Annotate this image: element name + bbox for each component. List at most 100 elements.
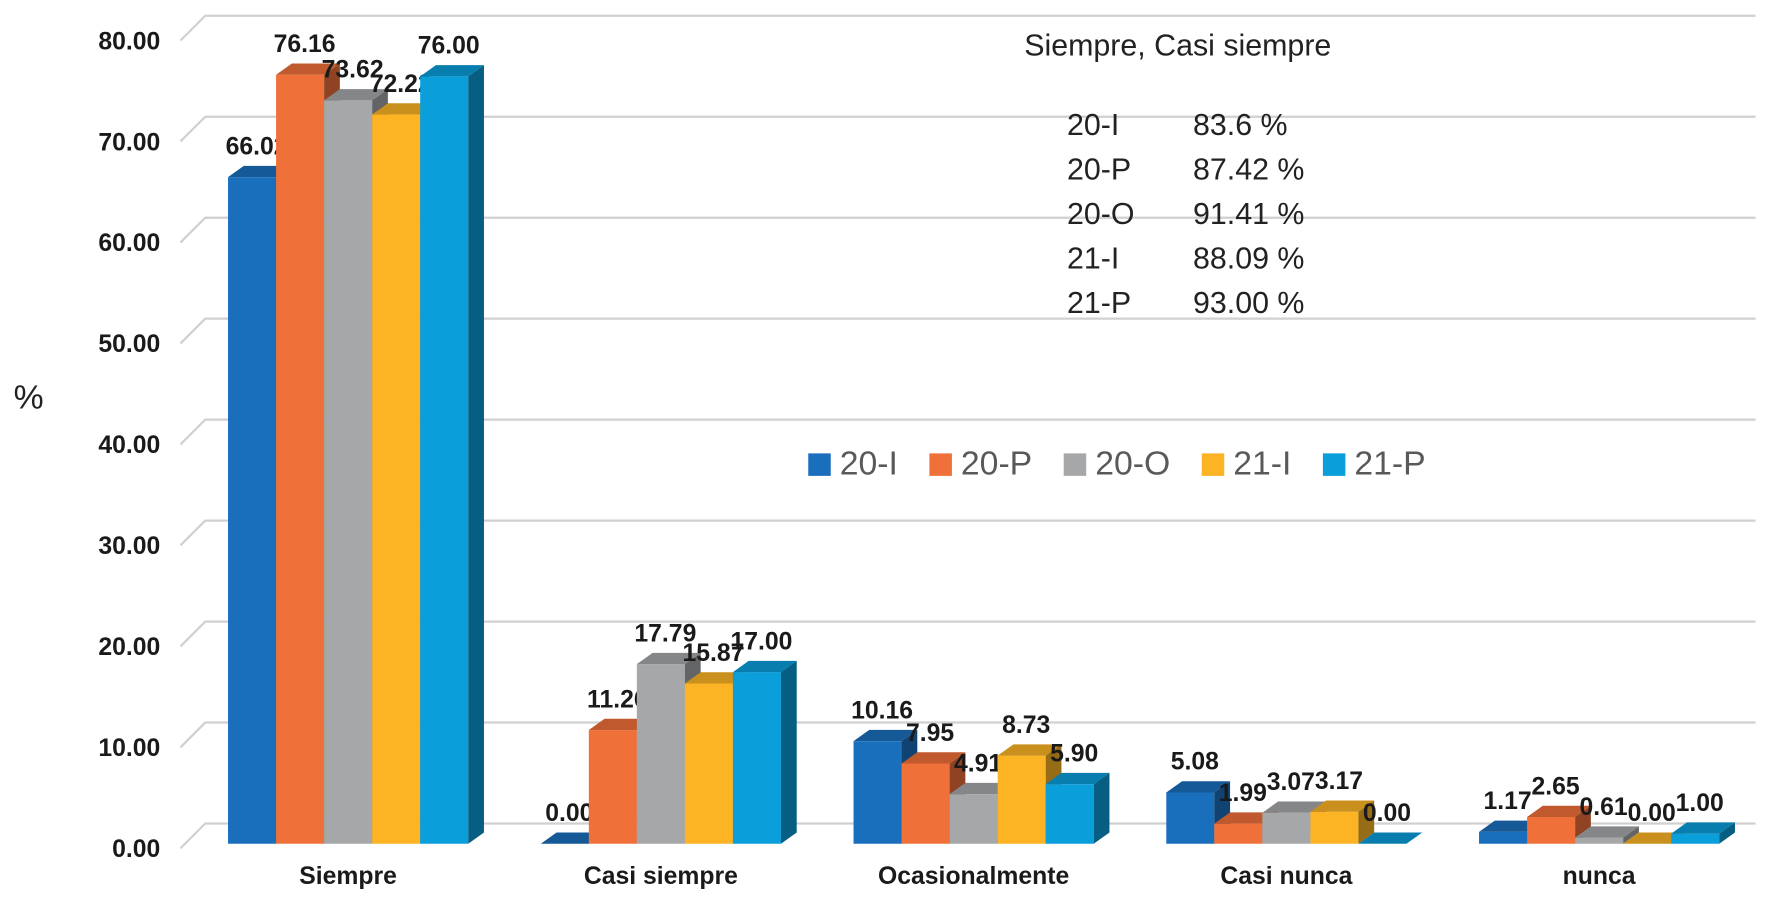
annotation-key: 20-O (1067, 198, 1135, 231)
bar-front (1479, 831, 1528, 844)
y-tick-label: 50.00 (98, 331, 160, 358)
bar-top (853, 729, 918, 742)
bar-top (901, 752, 966, 764)
bar-top (1623, 832, 1687, 844)
value-label: 0.00 (1363, 800, 1411, 827)
bar-top (276, 63, 340, 75)
value-label: 5.08 (1171, 749, 1219, 776)
bar-top (228, 165, 292, 178)
value-label: 0.61 (1580, 794, 1628, 821)
value-label: 17.00 (730, 628, 792, 655)
value-label: 1.17 (1483, 788, 1531, 815)
bar-top (732, 660, 797, 673)
bar-front (997, 755, 1046, 844)
bar-top (997, 744, 1062, 756)
value-label: 7.95 (906, 720, 954, 747)
bar-side (1719, 822, 1735, 844)
bar-front (901, 763, 950, 844)
value-label: 2.65 (1532, 773, 1580, 800)
y-tick-label: 40.00 (98, 432, 160, 459)
bar-front (1262, 812, 1311, 844)
value-label: 10.16 (851, 697, 913, 724)
y-tick-label: 10.00 (98, 735, 160, 762)
value-label: 3.07 (1267, 769, 1315, 796)
annotation-value: 93.00 % (1193, 287, 1304, 320)
legend-label: 20-P (961, 445, 1032, 483)
x-tick-label: Casi nunca (1220, 863, 1352, 890)
y-axis-label: % (14, 378, 44, 416)
bar-top (324, 89, 388, 101)
bar-front (1671, 833, 1720, 844)
bar-top (1166, 781, 1231, 793)
grid-line (179, 721, 1756, 749)
x-tick-label: Casi siempre (584, 863, 738, 890)
bar-front (420, 76, 469, 844)
bar-front (228, 177, 277, 844)
y-tick-label: 70.00 (98, 129, 160, 156)
annotation-key: 20-I (1067, 109, 1119, 142)
annotation-value: 88.09 % (1193, 242, 1304, 275)
bar-front (1527, 816, 1576, 844)
bar-front (1214, 823, 1263, 844)
value-label: 15.87 (682, 640, 744, 667)
bar-front (324, 100, 373, 844)
bar-front (372, 114, 421, 844)
legend-label: 20-O (1095, 445, 1170, 483)
value-label: 5.90 (1050, 740, 1098, 767)
legend-swatch (808, 453, 831, 476)
grid-line (179, 216, 1756, 244)
bar-front (1310, 811, 1359, 844)
grid-line (179, 115, 1756, 143)
bar-top (1045, 772, 1110, 785)
value-label: 1.99 (1219, 780, 1267, 807)
annotation-title: Siempre, Casi siempre (1024, 29, 1331, 62)
x-tick-label: Ocasionalmente (878, 863, 1069, 890)
annotation-value: 83.6 % (1193, 109, 1288, 142)
annotation-key: 20-P (1067, 154, 1131, 187)
bar-front (1045, 784, 1094, 844)
bar-front (853, 741, 902, 844)
bar-top (1575, 826, 1639, 838)
bar-side (780, 660, 797, 844)
value-label: 73.62 (322, 57, 384, 84)
legend-swatch (1322, 453, 1346, 476)
y-tick-label: 60.00 (98, 230, 160, 257)
grid-line (179, 317, 1756, 345)
bar-top (420, 65, 484, 77)
y-tick-label: 0.00 (112, 836, 160, 863)
bar-front (1166, 792, 1215, 844)
y-tick-label: 30.00 (98, 533, 160, 560)
annotation-key: 21-P (1067, 287, 1131, 320)
value-label: 0.00 (1628, 800, 1676, 827)
bar-front (949, 794, 998, 844)
bar-top (684, 672, 749, 684)
bar-top (1262, 801, 1327, 813)
bar-top (949, 782, 1014, 795)
bar-front (276, 74, 325, 844)
bar-front (1575, 837, 1624, 844)
value-label: 76.16 (274, 31, 336, 58)
bar-top (1671, 822, 1735, 834)
y-tick-label: 20.00 (98, 634, 160, 661)
grid-line (179, 418, 1756, 446)
value-label: 17.79 (634, 620, 696, 647)
bar-side (1093, 772, 1110, 844)
bar-side (1358, 800, 1375, 844)
legend-label: 21-P (1354, 445, 1425, 483)
value-label: 8.73 (1002, 712, 1050, 739)
grid-line (179, 14, 1756, 42)
bar-front (684, 683, 733, 844)
legend-label: 20-I (840, 445, 898, 483)
bar-side (468, 65, 484, 844)
grid-line (179, 620, 1756, 648)
value-label: 3.17 (1315, 768, 1363, 795)
value-label: 4.91 (954, 750, 1002, 777)
bar-top (1479, 820, 1543, 832)
annotation-key: 21-I (1067, 242, 1119, 275)
bar-top (1310, 800, 1375, 812)
bar-top (636, 652, 701, 665)
value-label: 1.00 (1676, 790, 1724, 817)
legend-label: 21-I (1233, 445, 1291, 483)
annotation-value: 91.41 % (1193, 198, 1304, 231)
